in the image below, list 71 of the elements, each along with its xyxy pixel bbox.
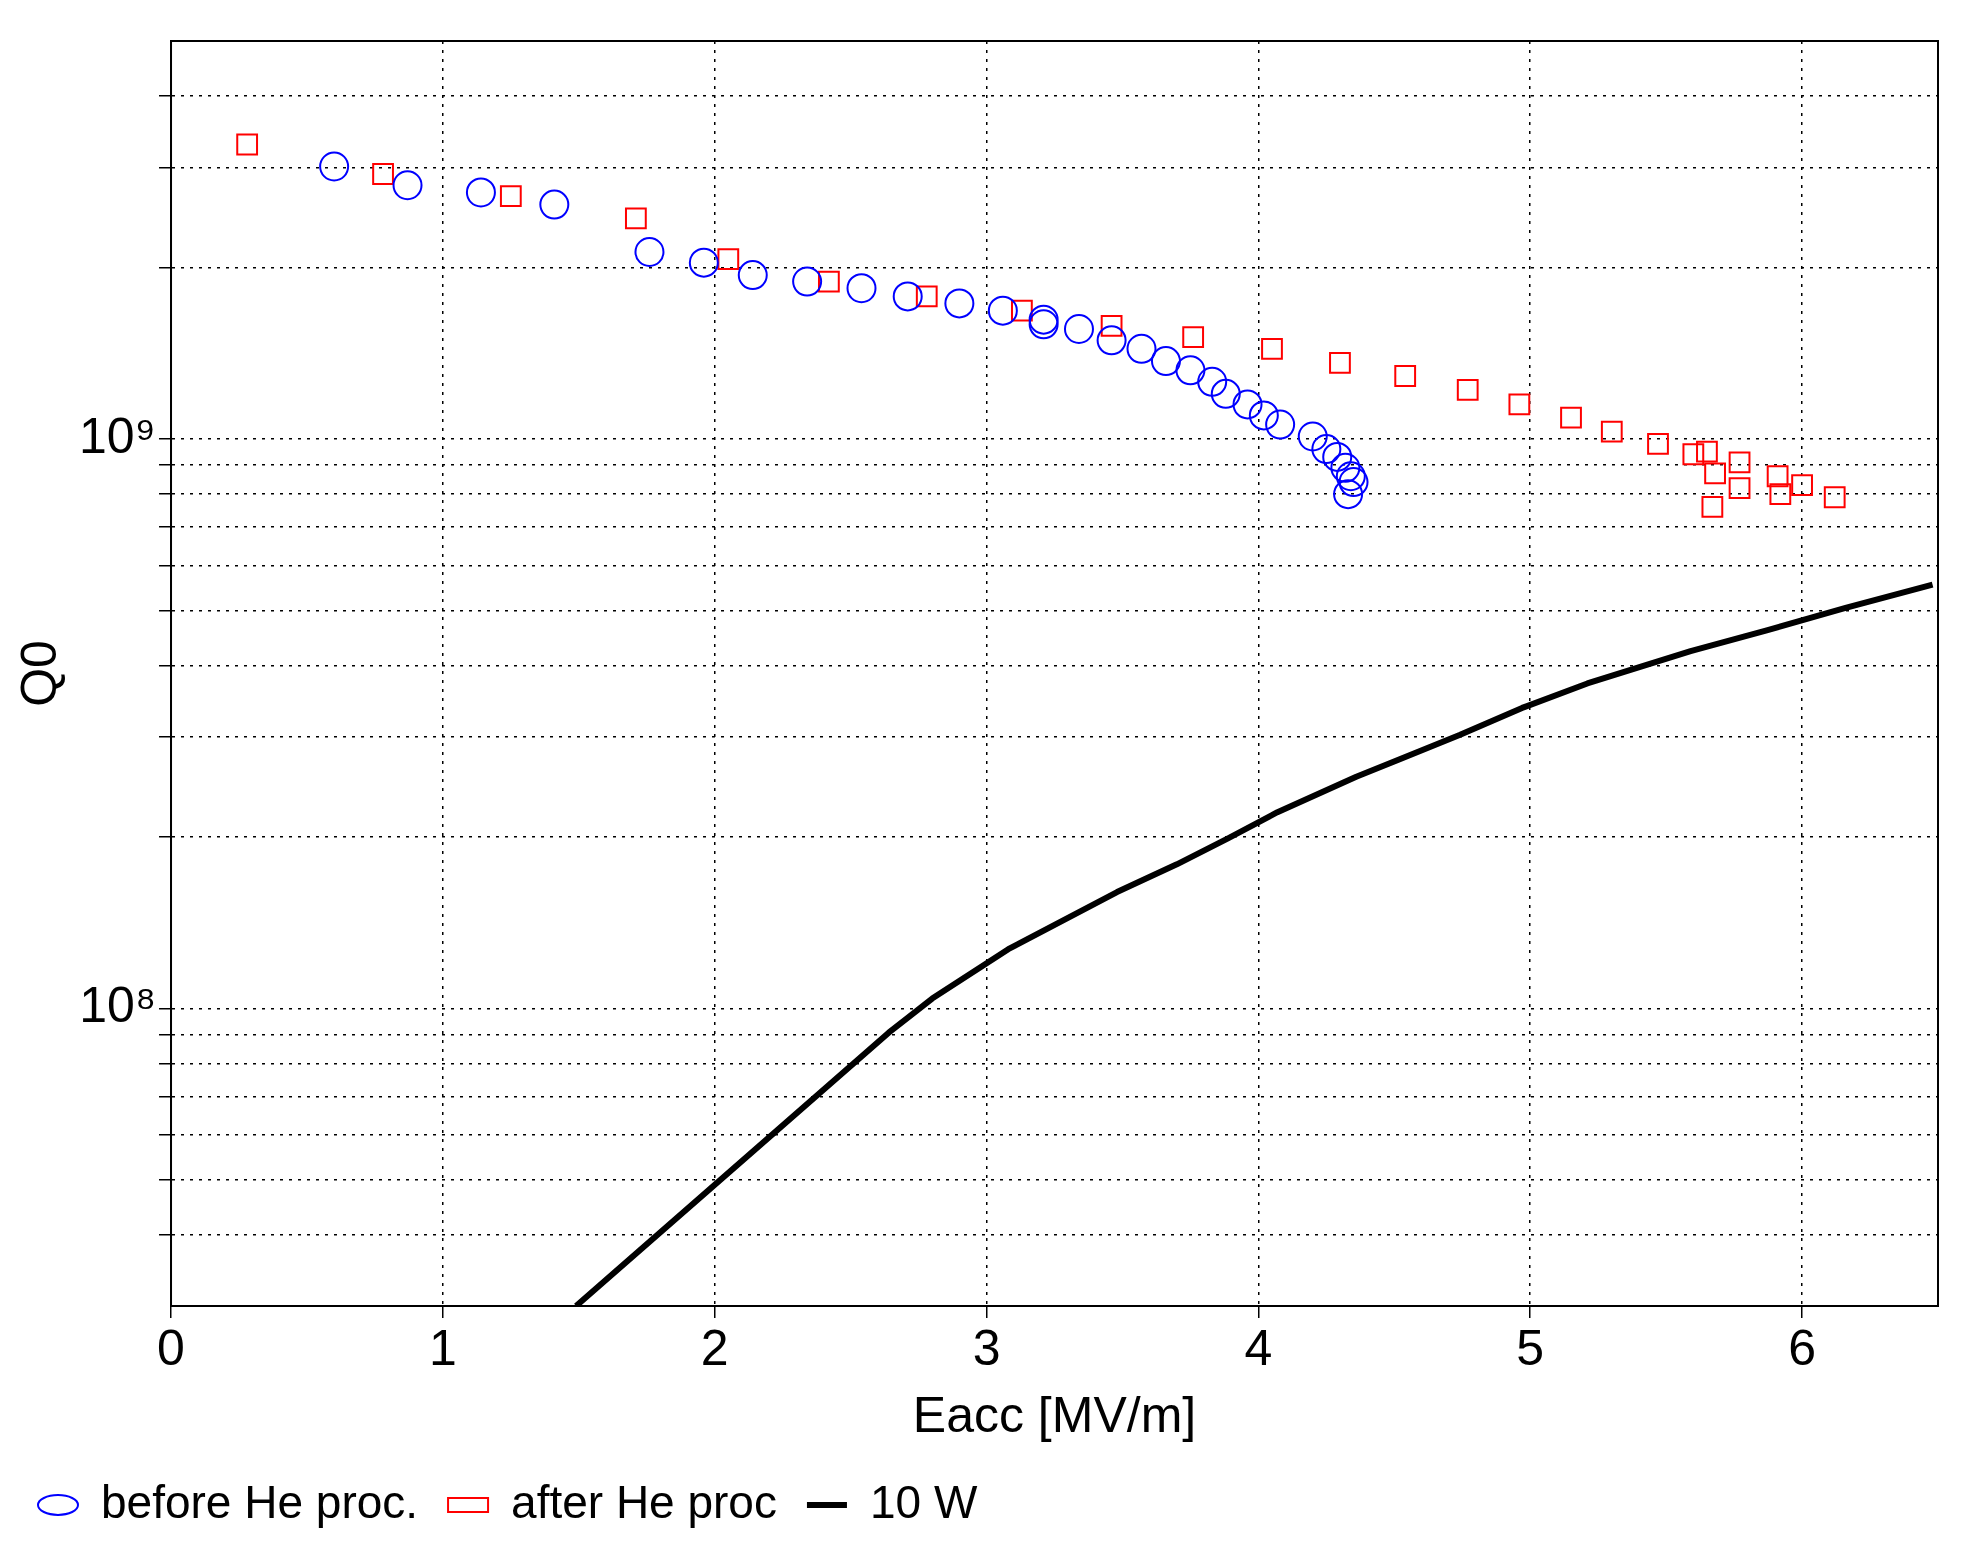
point <box>465 177 496 208</box>
point <box>634 236 665 267</box>
point <box>915 285 938 308</box>
point <box>1823 486 1846 509</box>
point <box>1182 326 1205 348</box>
point <box>892 281 923 312</box>
point <box>1175 355 1206 386</box>
point <box>1100 314 1123 337</box>
point <box>717 248 740 270</box>
point <box>1329 352 1351 374</box>
point <box>1311 434 1342 465</box>
x-tick-label: 5 <box>1516 1319 1545 1376</box>
x-axis-title: Eacc [MV/m] <box>912 1386 1197 1443</box>
point <box>1704 462 1726 485</box>
point <box>236 133 259 156</box>
point <box>1766 465 1789 488</box>
point <box>1096 325 1127 356</box>
point <box>1126 333 1157 364</box>
point <box>1333 479 1364 510</box>
point <box>1769 483 1792 506</box>
point <box>792 266 823 297</box>
x-tick-label: 1 <box>428 1319 457 1376</box>
point <box>1197 366 1228 397</box>
point <box>817 270 840 293</box>
x-tick-label: 4 <box>1244 1319 1273 1376</box>
point <box>1063 314 1094 344</box>
point <box>1210 378 1241 409</box>
point <box>624 207 647 230</box>
point <box>539 189 570 220</box>
point <box>1335 461 1366 492</box>
point <box>1010 299 1033 322</box>
point <box>1696 440 1718 463</box>
point <box>688 247 719 278</box>
point <box>846 273 877 304</box>
point <box>1682 443 1705 466</box>
point <box>499 185 522 208</box>
point <box>1330 452 1361 483</box>
y-axis-title: Q0 <box>10 640 67 707</box>
point <box>1791 474 1813 496</box>
point <box>392 170 423 201</box>
point <box>1456 378 1479 401</box>
point <box>1560 406 1582 429</box>
x-tick-label: 0 <box>157 1319 185 1376</box>
x-tick-label: 6 <box>1788 1319 1816 1376</box>
point <box>1728 477 1751 499</box>
point <box>1322 441 1353 472</box>
point <box>944 288 975 319</box>
point <box>737 260 768 291</box>
point <box>319 151 350 182</box>
point <box>1600 420 1623 443</box>
point <box>1150 346 1181 377</box>
point <box>987 295 1018 326</box>
point <box>372 163 394 185</box>
point <box>1232 389 1263 420</box>
point <box>1394 365 1417 387</box>
x-tick-label: 2 <box>700 1319 729 1376</box>
point <box>1701 495 1724 518</box>
point <box>1261 337 1283 360</box>
y-tick-label: 10⁹ <box>79 407 157 464</box>
y-tick-label: 10⁸ <box>79 977 157 1034</box>
legend-label: after He proc <box>511 1475 777 1528</box>
point <box>1728 451 1751 474</box>
point <box>1647 433 1669 455</box>
point <box>1297 421 1328 452</box>
x-tick-label: 3 <box>972 1319 1001 1376</box>
legend-label: 10 W <box>869 1475 978 1528</box>
point <box>1508 393 1531 416</box>
point <box>1265 409 1296 440</box>
point <box>1248 400 1279 431</box>
legend-label: before He proc. <box>101 1475 419 1528</box>
point <box>1338 467 1369 498</box>
